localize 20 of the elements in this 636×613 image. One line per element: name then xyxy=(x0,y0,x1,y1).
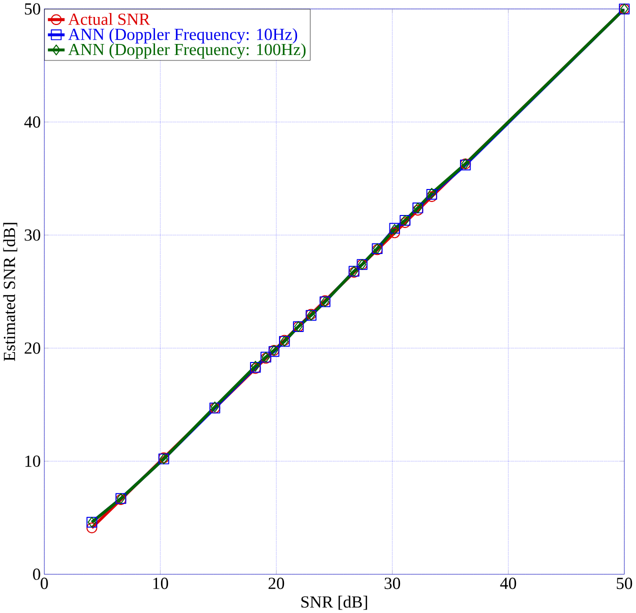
x-tick-label: 20 xyxy=(268,578,284,590)
y-tick-label: 30 xyxy=(24,229,40,241)
legend-label: ANN (Doppler Frequency: 100Hz) xyxy=(68,43,306,59)
x-tick-label: 40 xyxy=(500,578,516,590)
point xyxy=(400,217,410,228)
point xyxy=(86,522,98,534)
y-axis-title: Estimated SNR [dB] xyxy=(3,222,18,361)
x-tick-label: 50 xyxy=(616,578,632,590)
point xyxy=(389,227,400,238)
y-tick-label: 10 xyxy=(25,455,40,467)
y-tick-label: 40 xyxy=(24,116,40,128)
y-tick-label: 0 xyxy=(33,568,40,580)
y-tick-label: 20 xyxy=(24,342,40,354)
legend-label: Actual SNR xyxy=(68,13,150,25)
legend-label: ANN (Doppler Frequency: 10Hz) xyxy=(68,28,298,44)
x-tick-label: 10 xyxy=(153,578,168,590)
y-tick-label: 50 xyxy=(24,3,40,15)
x-axis-title: SNR [dB] xyxy=(301,596,368,610)
x-tick-label: 0 xyxy=(40,578,48,590)
x-tick-label: 30 xyxy=(384,578,400,590)
